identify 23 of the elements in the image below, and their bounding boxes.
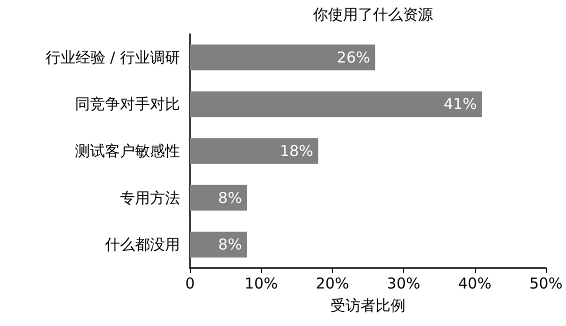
bar xyxy=(190,44,376,70)
x-tick-label: 10% xyxy=(244,274,278,292)
bar xyxy=(190,232,247,258)
chart-title: 你使用了什么资源 xyxy=(312,6,433,24)
y-tick-label: 什么都没用 xyxy=(104,236,180,254)
x-tick-label: 50% xyxy=(529,274,563,292)
data-label: 8% xyxy=(218,236,242,254)
y-tick-label: 行业经验 / 行业调研 xyxy=(45,48,180,66)
x-tick-label: 0 xyxy=(185,274,195,292)
bar xyxy=(190,184,247,211)
data-label: 8% xyxy=(218,188,242,207)
x-axis-title: 受访者比例 xyxy=(330,296,406,314)
data-label: 41% xyxy=(444,95,477,114)
x-tick-label: 20% xyxy=(316,274,350,292)
x-tick-label: 40% xyxy=(458,274,492,292)
data-label: 18% xyxy=(280,142,314,160)
y-tick-label: 同竞争对手对比 xyxy=(75,95,180,114)
y-tick-label: 专用方法 xyxy=(120,188,180,207)
data-label: 26% xyxy=(336,48,370,66)
bar xyxy=(190,138,318,164)
y-tick-label: 测试客户敏感性 xyxy=(75,142,180,160)
x-tick-label: 30% xyxy=(386,274,420,292)
bar xyxy=(190,91,482,118)
